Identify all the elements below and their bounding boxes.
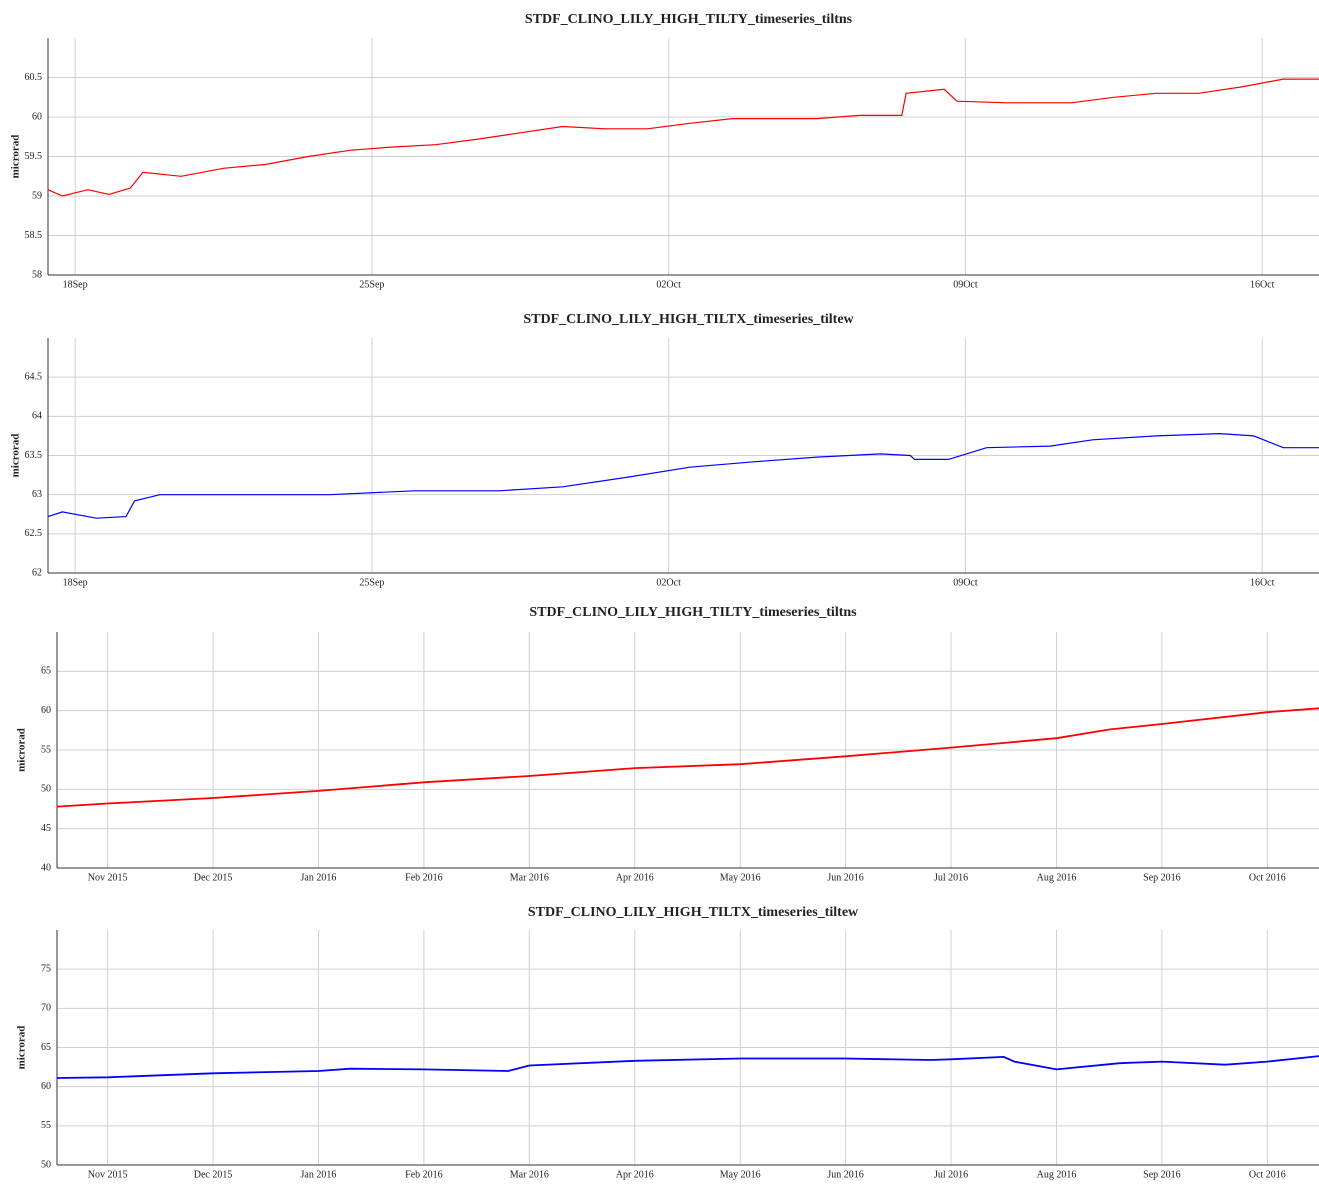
x-tick-label: 02Oct xyxy=(656,279,681,290)
x-tick-label: Sep 2016 xyxy=(1143,1169,1181,1180)
y-axis-label: microrad xyxy=(16,728,28,772)
y-tick-label: 45 xyxy=(41,823,51,834)
x-tick-label: May 2016 xyxy=(720,872,761,883)
y-tick-label: 55 xyxy=(41,1120,51,1131)
x-tick-label: 18Sep xyxy=(63,279,88,290)
y-tick-label: 60 xyxy=(41,1081,51,1092)
y-tick-label: 40 xyxy=(41,862,51,873)
x-tick-label: 02Oct xyxy=(656,577,681,588)
x-tick-label: Jul 2016 xyxy=(934,1169,968,1180)
y-tick-label: 60.5 xyxy=(25,72,43,83)
y-tick-label: 50 xyxy=(41,784,51,795)
x-tick-label: 16Oct xyxy=(1250,279,1275,290)
x-tick-label: 09Oct xyxy=(953,577,978,588)
x-tick-label: Aug 2016 xyxy=(1037,1169,1077,1180)
y-tick-label: 58 xyxy=(32,269,42,280)
chart-title: STDF_CLINO_LILY_HIGH_TILTX_timeseries_ti… xyxy=(523,312,854,327)
x-tick-label: 16Oct xyxy=(1250,577,1275,588)
x-tick-label: 25Sep xyxy=(359,577,384,588)
x-tick-label: Dec 2015 xyxy=(194,1169,233,1180)
y-tick-label: 59.5 xyxy=(25,151,43,162)
y-tick-label: 65 xyxy=(41,666,51,677)
x-tick-label: Jan 2016 xyxy=(301,872,337,883)
y-tick-label: 64.5 xyxy=(25,371,43,382)
data-line xyxy=(47,432,1319,519)
x-tick-label: May 2016 xyxy=(720,1169,761,1180)
x-tick-label: Jun 2016 xyxy=(827,1169,863,1180)
x-tick-label: Oct 2016 xyxy=(1249,1169,1286,1180)
x-tick-label: Jan 2016 xyxy=(301,1169,337,1180)
y-axis-label: microrad xyxy=(16,1026,28,1070)
data-line xyxy=(56,707,1319,808)
x-tick-label: 25Sep xyxy=(359,279,384,290)
x-tick-label: 09Oct xyxy=(953,279,978,290)
chart-title: STDF_CLINO_LILY_HIGH_TILTY_timeseries_ti… xyxy=(529,605,857,620)
y-tick-label: 62 xyxy=(32,567,42,578)
y-tick-label: 64 xyxy=(32,411,42,422)
y-tick-label: 62.5 xyxy=(25,528,43,539)
x-tick-label: Dec 2015 xyxy=(194,872,233,883)
x-tick-label: 18Sep xyxy=(63,577,88,588)
y-tick-label: 75 xyxy=(41,963,51,974)
y-tick-label: 65 xyxy=(41,1042,51,1053)
x-tick-label: Mar 2016 xyxy=(510,1169,549,1180)
chart-title: STDF_CLINO_LILY_HIGH_TILTY_timeseries_ti… xyxy=(525,12,853,27)
y-tick-label: 70 xyxy=(41,1003,51,1014)
x-tick-label: Nov 2015 xyxy=(88,872,128,883)
x-tick-label: Apr 2016 xyxy=(616,872,654,883)
data-line xyxy=(47,78,1319,197)
x-tick-label: Feb 2016 xyxy=(405,1169,443,1180)
chart-title: STDF_CLINO_LILY_HIGH_TILTX_timeseries_ti… xyxy=(528,905,859,920)
y-tick-label: 50 xyxy=(41,1159,51,1170)
y-tick-label: 59 xyxy=(32,190,42,201)
x-tick-label: Nov 2015 xyxy=(88,1169,128,1180)
y-tick-label: 63 xyxy=(32,489,42,500)
x-tick-label: Mar 2016 xyxy=(510,872,549,883)
y-tick-label: 55 xyxy=(41,744,51,755)
data-line xyxy=(56,1055,1319,1079)
y-tick-label: 63.5 xyxy=(25,450,43,461)
x-tick-label: Apr 2016 xyxy=(616,1169,654,1180)
x-tick-label: Sep 2016 xyxy=(1143,872,1181,883)
y-axis-label: microrad xyxy=(10,434,22,478)
x-tick-label: Jun 2016 xyxy=(827,872,863,883)
x-tick-label: Feb 2016 xyxy=(405,872,443,883)
x-tick-label: Jul 2016 xyxy=(934,872,968,883)
y-tick-label: 60 xyxy=(41,705,51,716)
y-tick-label: 58.5 xyxy=(25,230,43,241)
x-tick-label: Aug 2016 xyxy=(1037,872,1077,883)
x-tick-label: Oct 2016 xyxy=(1249,872,1286,883)
y-tick-label: 60 xyxy=(32,111,42,122)
y-axis-label: microrad xyxy=(10,135,22,179)
